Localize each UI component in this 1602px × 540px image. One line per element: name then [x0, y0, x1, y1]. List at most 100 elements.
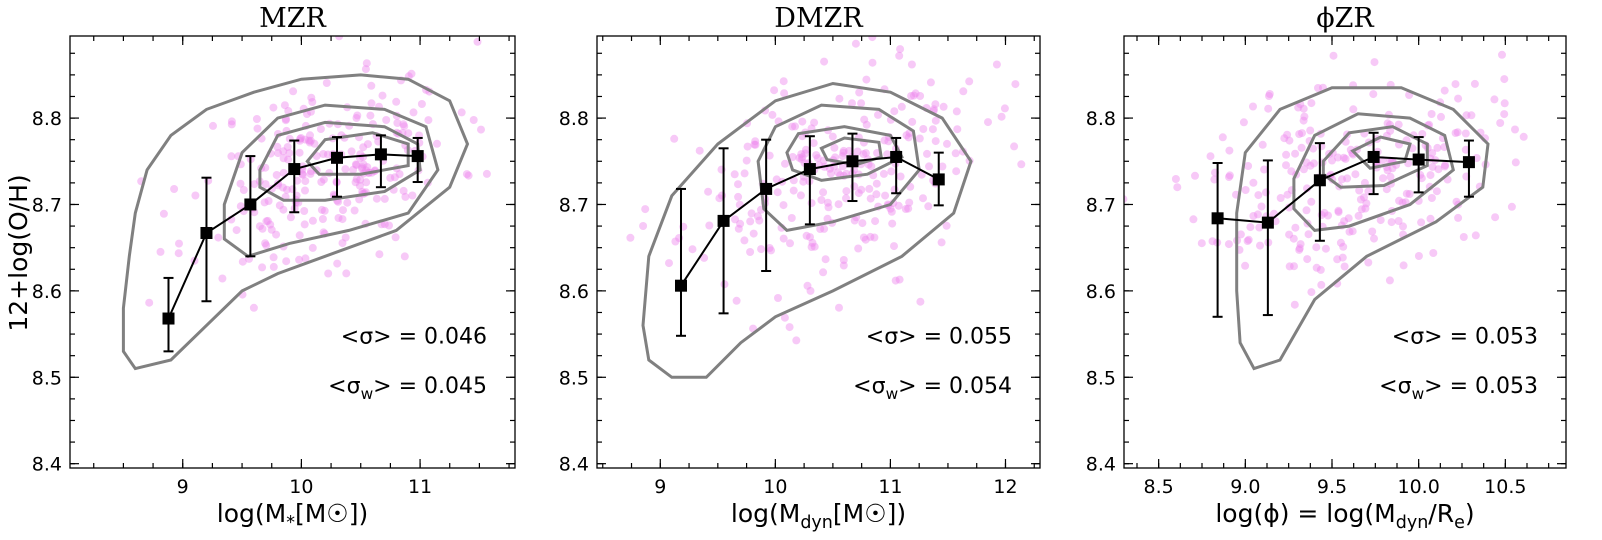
scatter-point: [1451, 129, 1460, 137]
scatter-point: [316, 125, 325, 133]
scatter-point: [298, 170, 307, 179]
scatter-point: [1427, 194, 1436, 202]
scatter-point: [1306, 126, 1315, 135]
scatter-point: [671, 237, 680, 246]
scatter-point: [319, 175, 328, 184]
scatter-point: [339, 206, 347, 215]
median-marker: [890, 150, 903, 163]
scatter-point: [862, 120, 871, 129]
scatter-point: [1496, 119, 1505, 127]
scatter-point: [400, 122, 409, 131]
scatter-point: [839, 256, 848, 264]
scatter-point: [810, 118, 819, 127]
median-marker: [374, 148, 387, 161]
scatter-point: [791, 122, 799, 131]
scatter-point: [924, 202, 933, 211]
scatter-point: [887, 207, 896, 216]
scatter-point: [1453, 128, 1462, 137]
scatter-point: [867, 162, 876, 171]
scatter-point: [1244, 162, 1253, 170]
scatter-point: [665, 259, 673, 268]
scatter-point: [356, 175, 365, 184]
scatter-point: [385, 221, 393, 230]
density-contour-1: [1292, 112, 1455, 232]
scatter-point: [1265, 92, 1273, 100]
scatter-point: [774, 294, 782, 302]
scatter-point: [802, 145, 810, 154]
scatter-point: [1394, 120, 1403, 129]
scatter-point: [358, 163, 367, 172]
scatter-point: [1370, 58, 1379, 67]
scatter-point: [363, 163, 372, 172]
scatter-point: [285, 134, 294, 143]
error-bar: [289, 139, 300, 214]
scatter-point: [359, 143, 368, 152]
scatter-point: [813, 154, 822, 163]
scatter-point: [879, 169, 888, 178]
scatter-point: [317, 178, 326, 186]
scatter-point: [367, 81, 376, 90]
scatter-point: [352, 161, 361, 169]
scatter-point: [1314, 84, 1322, 92]
scatter-point: [695, 146, 704, 155]
x-tick-label: 10.5: [1484, 476, 1526, 498]
scatter-point: [823, 198, 832, 207]
scatter-point: [335, 36, 344, 41]
plot-area: 9 10 11 8.4 8.5 8.6 8.7 8.8: [32, 35, 516, 498]
scatter-point: [901, 205, 910, 213]
scatter-point: [1428, 162, 1437, 171]
scatter-point: [942, 221, 951, 230]
scatter-point: [907, 60, 916, 69]
scatter-point: [779, 77, 788, 86]
median-marker: [244, 198, 257, 211]
scatter-point: [796, 191, 805, 200]
scatter-point: [260, 198, 269, 207]
scatter-point: [781, 159, 789, 168]
scatter-point: [409, 108, 418, 117]
scatter-point: [1361, 204, 1370, 213]
scatter-point: [1461, 145, 1470, 154]
median-marker: [288, 163, 301, 176]
scatter-point: [1295, 244, 1304, 253]
scatter-point: [380, 194, 389, 203]
scatter-point: [323, 150, 332, 159]
scatter-point: [283, 143, 292, 151]
scatter-point: [320, 206, 329, 215]
scatter-point: [919, 125, 928, 133]
scatter-point: [1295, 130, 1304, 139]
scatter-point: [1260, 165, 1269, 174]
scatter-point: [868, 58, 877, 67]
scatter-point: [670, 134, 679, 143]
scatter-point: [278, 183, 287, 192]
scatter-point: [361, 65, 370, 74]
scatter-point: [391, 233, 400, 242]
scatter-point: [788, 122, 797, 131]
scatter-point: [1246, 223, 1255, 232]
scatter-point: [1285, 230, 1294, 239]
scatter-point: [1283, 130, 1292, 139]
scatter-point: [1291, 223, 1300, 232]
scatter-point: [462, 170, 471, 179]
scatter-point: [894, 201, 903, 210]
scatter-point: [264, 197, 273, 205]
panel-title: DMZR: [774, 3, 863, 34]
scatter-point: [1309, 159, 1318, 168]
scatter-point: [1276, 194, 1285, 202]
plot-area: 8.5 9.0 9.5 10.0 10.5 8.4 8.5 8.6 8.7 8.8: [1086, 35, 1567, 498]
scatter-point: [1433, 143, 1442, 152]
error-bar: [891, 136, 902, 195]
x-tick-label: 10: [289, 476, 313, 498]
scatter-point: [355, 195, 364, 204]
scatter-point: [258, 224, 267, 233]
scatter-point: [765, 244, 774, 252]
scatter-point: [742, 156, 751, 165]
scatter-point: [386, 173, 395, 182]
scatter-point: [424, 116, 433, 125]
scatter-point: [380, 220, 389, 229]
scatter-point: [1294, 103, 1303, 112]
scatter-point: [1285, 203, 1294, 212]
scatter-point: [1498, 50, 1506, 59]
scatter-point: [390, 173, 399, 182]
scatter-point: [1376, 216, 1385, 225]
